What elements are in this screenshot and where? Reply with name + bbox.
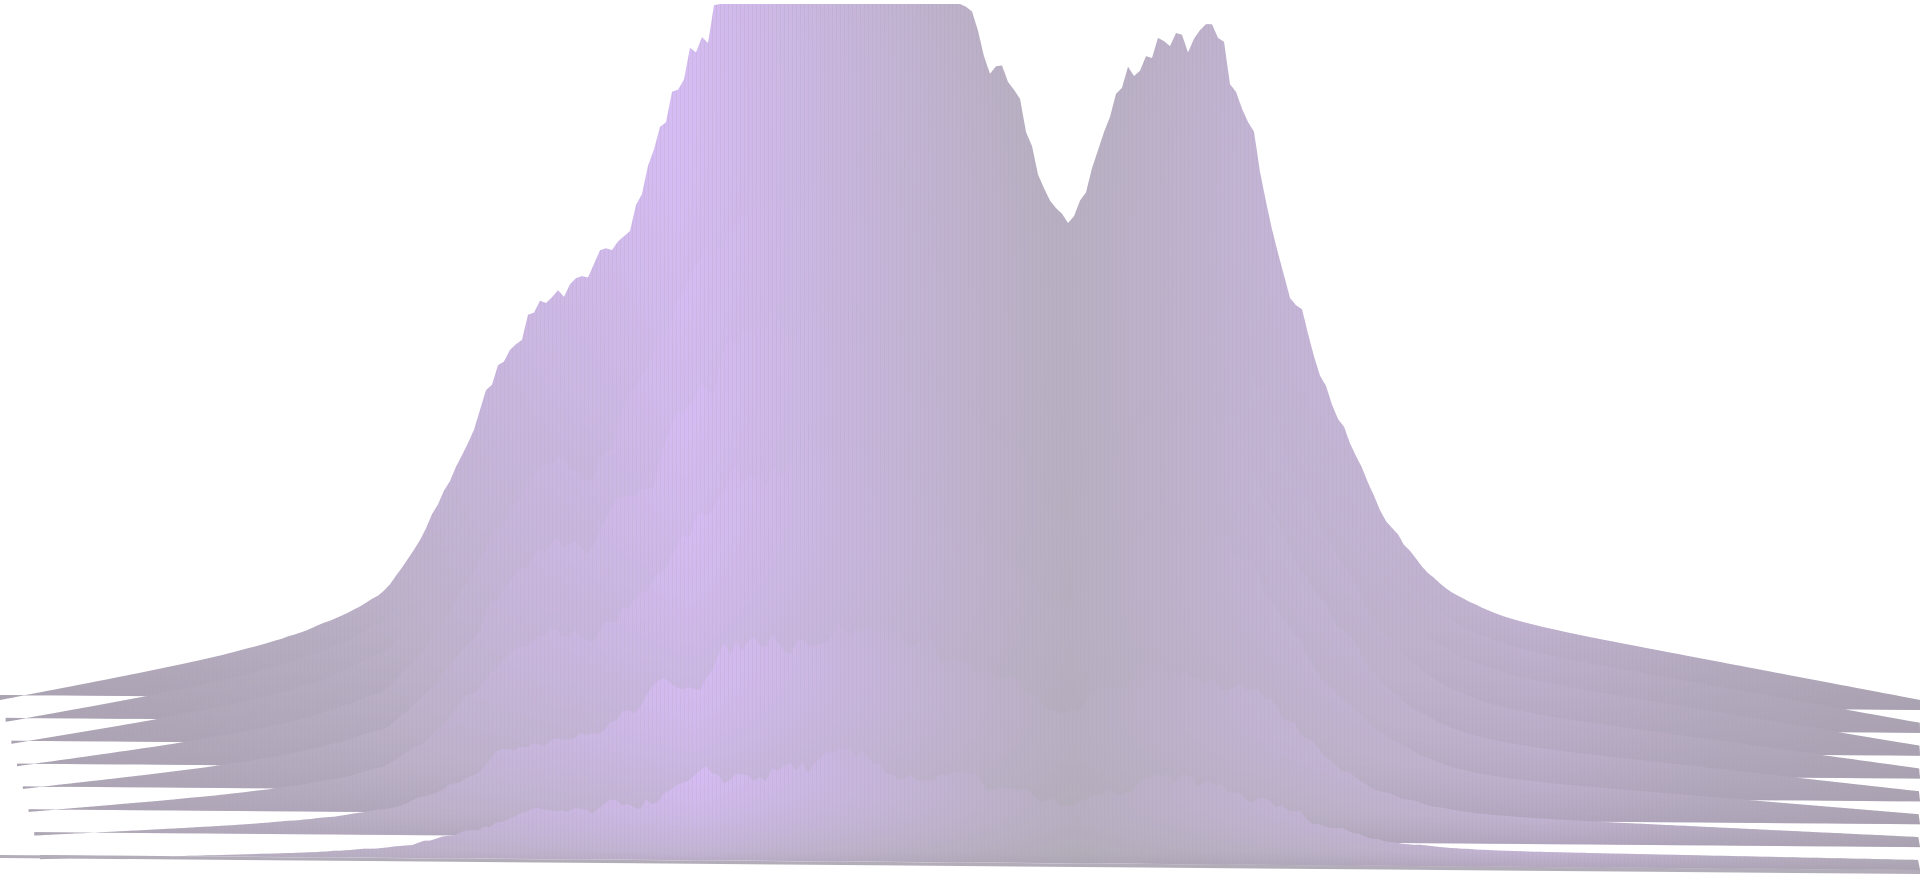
terrain-layer-shading — [40, 747, 1920, 870]
terrain-base-edge — [0, 855, 1920, 874]
terrain-layers — [0, 4, 1920, 874]
terrain-layer-shading — [28, 424, 1920, 825]
terrain-layer-shading — [34, 622, 1920, 848]
